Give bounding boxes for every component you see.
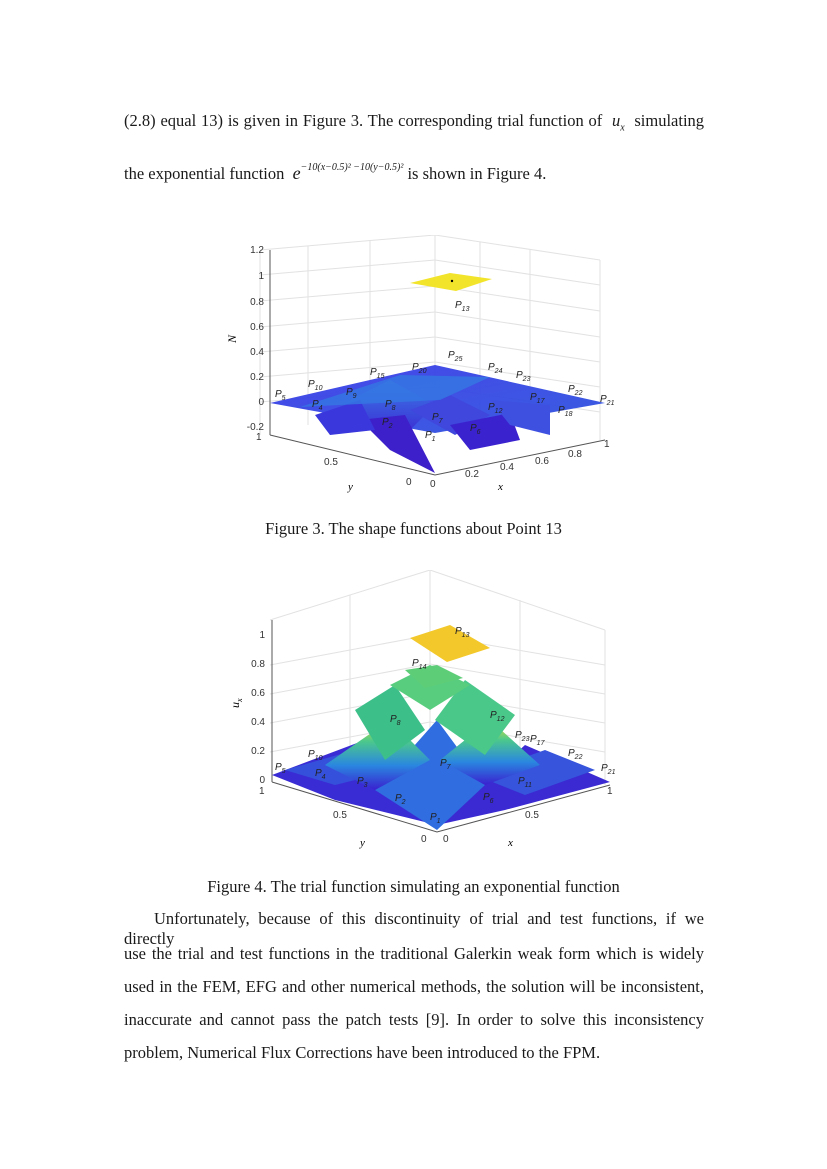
para-line-3: used in the FEM, EFG and other numerical… — [124, 977, 704, 996]
svg-text:1: 1 — [607, 786, 613, 797]
para-line-2: use the trial and test functions in the … — [124, 944, 704, 963]
svg-text:1: 1 — [604, 439, 610, 450]
body-line-2: the exponential function e−10(x−0.5)² −1… — [124, 158, 704, 184]
floor-axes-4 — [271, 781, 611, 833]
z-axis-label-4: ux — [228, 698, 244, 708]
y-ticks: 0 0.5 1 — [256, 432, 412, 488]
svg-text:0.6: 0.6 — [250, 322, 264, 333]
svg-text:P22: P22 — [568, 384, 583, 397]
svg-text:P6: P6 — [470, 423, 481, 436]
line1-tail: simulating — [634, 111, 705, 130]
svg-text:0.8: 0.8 — [250, 297, 264, 308]
svg-text:P15: P15 — [370, 367, 385, 380]
svg-text:P21: P21 — [600, 394, 615, 407]
svg-text:P8: P8 — [390, 714, 401, 727]
line2-text: the exponential function — [124, 164, 285, 183]
z-ticks-4: 1 0.8 0.6 0.4 0.2 0 — [251, 630, 265, 786]
svg-text:P9: P9 — [346, 387, 357, 400]
svg-text:P3: P3 — [357, 776, 368, 789]
para-line-4: inaccurate and cannot pass the patch tes… — [124, 1010, 704, 1029]
y-axis-label-4: y — [359, 837, 365, 849]
figure-3-caption: Figure 3. The shape functions about Poin… — [265, 519, 562, 538]
svg-text:P17: P17 — [530, 734, 546, 747]
svg-text:P5: P5 — [275, 389, 286, 402]
point-labels-4: P13 P14 P8 P12 P23 P17 P22 P21 P10 P5 P4… — [275, 626, 616, 825]
shape-function-surface — [270, 273, 605, 473]
svg-text:1: 1 — [256, 432, 262, 443]
svg-text:P7: P7 — [432, 412, 444, 425]
svg-text:P10: P10 — [308, 379, 323, 392]
svg-text:P4: P4 — [312, 399, 323, 412]
svg-text:P4: P4 — [315, 768, 326, 781]
z-ticks: 1.2 1 0.8 0.6 0.4 0.2 0 -0.2 — [247, 245, 265, 433]
ux-variable: ux — [611, 111, 625, 134]
svg-text:0.5: 0.5 — [525, 810, 539, 821]
svg-text:P2: P2 — [395, 793, 406, 806]
svg-text:P25: P25 — [448, 350, 463, 363]
svg-text:1.2: 1.2 — [250, 245, 264, 256]
x-ticks-4: 0 0.5 1 — [443, 786, 613, 845]
line2-tail: is shown in Figure 4. — [407, 164, 547, 183]
para-line-1: Unfortunately, because of this discontin… — [124, 909, 704, 948]
svg-text:0: 0 — [406, 477, 412, 488]
svg-text:P23: P23 — [515, 730, 530, 743]
exponent: −10(x−0.5)² −10(y−0.5)² — [300, 162, 404, 173]
point-13-marker — [450, 279, 454, 283]
line1-text: (2.8) equal 13) is given in Figure 3. Th… — [124, 111, 603, 130]
svg-text:0.2: 0.2 — [250, 372, 264, 383]
svg-text:P22: P22 — [568, 748, 583, 761]
svg-text:0: 0 — [258, 397, 264, 408]
x-ticks: 0 0.2 0.4 0.6 0.8 1 — [430, 439, 610, 490]
floor-axes — [269, 434, 606, 476]
figure-4-plot: 1 0.8 0.6 0.4 0.2 0 ux 0 0.5 1 0 0.5 1 x… — [228, 570, 616, 849]
para-line-5: problem, Numerical Flux Corrections have… — [124, 1043, 601, 1062]
svg-text:P7: P7 — [440, 758, 452, 771]
svg-text:P5: P5 — [275, 762, 286, 775]
svg-text:0: 0 — [443, 834, 449, 845]
svg-text:-0.2: -0.2 — [247, 422, 265, 433]
y-ticks-4: 0 0.5 1 — [259, 786, 427, 845]
trial-function-surface — [272, 625, 610, 830]
svg-text:P8: P8 — [385, 399, 396, 412]
z-axis-label-sub: x — [235, 698, 244, 703]
svg-text:P1: P1 — [430, 812, 441, 825]
svg-text:P21: P21 — [601, 763, 616, 776]
x-axis-label-4: x — [507, 837, 513, 849]
svg-text:0: 0 — [259, 775, 265, 786]
svg-text:0.4: 0.4 — [251, 717, 265, 728]
svg-text:P24: P24 — [488, 362, 503, 375]
svg-text:P10: P10 — [308, 749, 323, 762]
x-axis-label: x — [497, 481, 503, 493]
y-axis-label: y — [347, 481, 353, 493]
svg-text:0.2: 0.2 — [251, 746, 265, 757]
svg-text:P1: P1 — [425, 430, 436, 443]
svg-text:0.5: 0.5 — [333, 810, 347, 821]
svg-text:0.6: 0.6 — [251, 688, 265, 699]
svg-text:1: 1 — [259, 786, 265, 797]
svg-text:0.2: 0.2 — [465, 469, 479, 480]
svg-text:0: 0 — [421, 834, 427, 845]
svg-text:P2: P2 — [382, 417, 393, 430]
svg-text:0.8: 0.8 — [568, 449, 582, 460]
svg-text:0.6: 0.6 — [535, 456, 549, 467]
svg-text:0.4: 0.4 — [500, 462, 514, 473]
z-axis-label: N — [225, 334, 239, 344]
svg-text:0.5: 0.5 — [324, 457, 338, 468]
svg-text:P23: P23 — [516, 370, 531, 383]
exponential-e: e — [292, 163, 301, 183]
figure-3-plot: 1.2 1 0.8 0.6 0.4 0.2 0 -0.2 N 0 0.2 0.4… — [225, 235, 615, 493]
svg-text:P13: P13 — [455, 300, 470, 313]
svg-text:0.8: 0.8 — [251, 659, 265, 670]
svg-text:1: 1 — [259, 630, 265, 641]
figure-4-caption: Figure 4. The trial function simulating … — [207, 877, 620, 896]
svg-text:0: 0 — [430, 479, 436, 490]
svg-text:1: 1 — [258, 271, 264, 282]
body-line-1: (2.8) equal 13) is given in Figure 3. Th… — [124, 111, 704, 138]
svg-text:P6: P6 — [483, 792, 494, 805]
svg-text:0.4: 0.4 — [250, 347, 264, 358]
